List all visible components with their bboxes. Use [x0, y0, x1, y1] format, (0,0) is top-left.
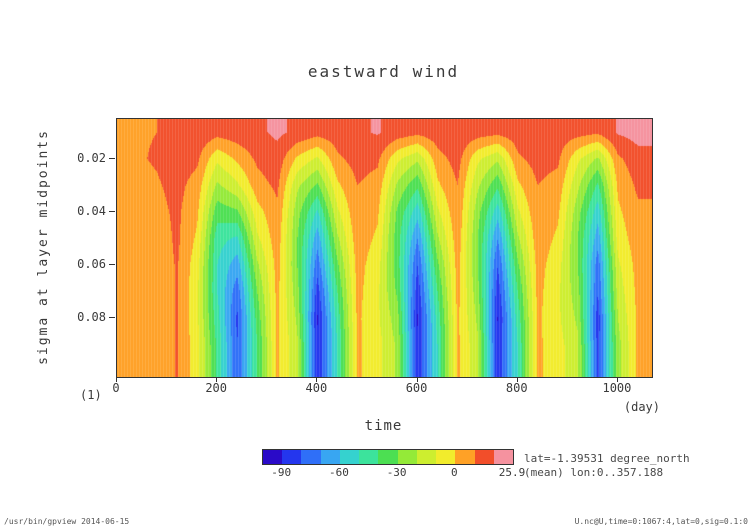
x-tick-mark	[516, 377, 518, 382]
coordinate-annotation: lat=-1.39531 degree_north (mean) lon:0..…	[524, 452, 690, 480]
colorbar-tick-labels: -90 -60 -30 0 25.9	[262, 466, 525, 480]
y-tick-label: 0.02	[77, 150, 106, 165]
y-tick-label: 0.08	[77, 310, 106, 325]
footer-file-info: U.nc@U,time=0:1067:4,lat=0,sig=0.1:0	[574, 517, 748, 526]
x-tick-label: 600	[405, 381, 428, 395]
y-tick-mark	[109, 317, 115, 319]
x-tick-label: 800	[505, 381, 528, 395]
colorbar-segment	[416, 450, 437, 464]
colorbar-segment	[320, 450, 340, 464]
y-tick-label: 0.04	[77, 204, 106, 219]
x-tick-mark	[116, 377, 117, 382]
y-tick-mark	[109, 211, 115, 213]
colorbar-tick-label: -90	[271, 466, 292, 479]
colorbar-segment	[339, 450, 360, 464]
x-axis-unit-note: (day)	[623, 400, 660, 414]
x-tick-label: 1000	[602, 381, 632, 395]
y-axis-label: sigma at layer midpoints	[36, 129, 51, 365]
colorbar-segment	[263, 450, 283, 464]
y-tick-label: 0.06	[77, 257, 106, 272]
colorbar-tick-label: -60	[328, 466, 349, 479]
colorbar-segment	[474, 450, 494, 464]
colorbar-segment	[378, 450, 398, 464]
plot-area	[116, 118, 653, 378]
chart-title: eastward wind	[307, 62, 460, 81]
x-tick-label: 200	[205, 381, 228, 395]
y-tick-mark	[109, 264, 115, 266]
colorbar-tick-label: -30	[386, 466, 407, 479]
annotation-line-2: (mean) lon:0..357.188	[524, 466, 664, 479]
colorbar-segment	[436, 450, 456, 464]
colorbar-tick-label: 0	[450, 466, 458, 479]
footer-command: /usr/bin/gpview 2014-06-15	[4, 517, 130, 526]
heatmap-canvas	[117, 119, 652, 377]
annotation-line-1: lat=-1.39531 degree_north	[524, 452, 690, 465]
x-tick-mark	[316, 377, 318, 382]
y-tick-mark	[109, 157, 115, 159]
y-axis-unit-note: (1)	[80, 388, 102, 402]
x-tick-mark	[416, 377, 418, 382]
colorbar	[262, 449, 514, 465]
colorbar-segment	[397, 450, 417, 464]
colorbar-tick-label: 25.9	[498, 466, 526, 479]
x-tick-label: 400	[305, 381, 328, 395]
colorbar-segment	[282, 450, 302, 464]
colorbar-segment	[301, 450, 321, 464]
colorbar-segment	[359, 450, 379, 464]
x-tick-mark	[216, 377, 218, 382]
x-tick-label: 0	[112, 381, 120, 395]
colorbar-segment	[493, 450, 514, 464]
colorbar-segment	[455, 450, 475, 464]
x-tick-mark	[616, 377, 618, 382]
x-axis-label: time	[364, 418, 403, 434]
